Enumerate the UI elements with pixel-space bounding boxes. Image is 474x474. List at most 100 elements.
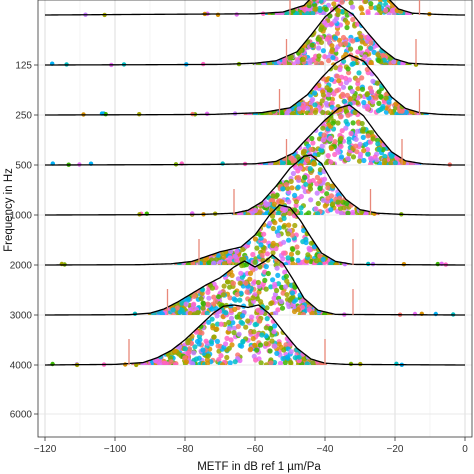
data-point xyxy=(185,340,191,346)
data-point xyxy=(271,295,277,301)
data-point xyxy=(339,74,345,80)
data-point xyxy=(368,130,375,136)
y-tick-label: 500 xyxy=(15,161,32,172)
data-point xyxy=(239,320,246,326)
data-point xyxy=(239,256,245,262)
data-point xyxy=(265,270,271,277)
data-point xyxy=(281,347,287,353)
outlier-point xyxy=(435,261,440,267)
data-point xyxy=(267,325,274,331)
data-point xyxy=(322,203,328,209)
data-point xyxy=(238,211,244,215)
data-point xyxy=(243,324,249,330)
data-point xyxy=(383,62,389,65)
data-point xyxy=(286,303,292,310)
data-point xyxy=(301,174,308,180)
data-point xyxy=(293,199,299,205)
ridge-1000 xyxy=(44,154,465,217)
data-point xyxy=(295,184,301,190)
data-point xyxy=(206,295,212,301)
data-point xyxy=(307,112,314,115)
data-point xyxy=(351,93,358,100)
data-point xyxy=(364,106,370,112)
data-point xyxy=(350,211,356,215)
data-point xyxy=(237,280,243,286)
data-point xyxy=(286,61,292,65)
data-point xyxy=(358,151,364,157)
data-point xyxy=(383,7,389,13)
data-point xyxy=(364,91,370,98)
data-point xyxy=(333,0,339,2)
data-point xyxy=(368,1,374,7)
data-point xyxy=(221,261,228,265)
data-point xyxy=(361,157,367,164)
data-point xyxy=(236,331,242,337)
data-point xyxy=(265,201,271,207)
data-point xyxy=(368,40,374,46)
data-point xyxy=(340,91,346,97)
data-point xyxy=(355,86,361,92)
y-tick-label: 3000 xyxy=(10,311,33,322)
data-point xyxy=(311,0,317,2)
data-point xyxy=(382,99,388,105)
data-point xyxy=(211,260,217,265)
data-point xyxy=(339,128,345,134)
data-point xyxy=(237,297,243,303)
outlier-point xyxy=(215,12,221,17)
data-point xyxy=(235,323,241,330)
data-point xyxy=(215,321,221,327)
data-point xyxy=(273,310,279,315)
data-point xyxy=(263,325,269,331)
data-point xyxy=(281,224,287,230)
data-point xyxy=(286,222,292,228)
data-point xyxy=(375,52,381,58)
data-point xyxy=(200,311,206,315)
data-point xyxy=(335,8,342,14)
data-point xyxy=(343,40,349,47)
data-point xyxy=(355,49,361,55)
data-point xyxy=(212,299,218,305)
data-point xyxy=(319,143,325,149)
data-point xyxy=(243,280,249,286)
data-point xyxy=(374,157,380,163)
data-point xyxy=(157,361,163,365)
data-point xyxy=(282,207,289,213)
data-point xyxy=(340,84,347,90)
data-point xyxy=(304,105,311,111)
data-point xyxy=(368,161,374,165)
data-point xyxy=(307,247,313,253)
data-point xyxy=(376,146,382,153)
data-point xyxy=(285,255,291,261)
data-point xyxy=(278,299,284,305)
data-point xyxy=(322,311,328,315)
data-point xyxy=(264,251,270,257)
data-point xyxy=(252,259,258,265)
data-point xyxy=(275,272,281,278)
data-point xyxy=(328,207,334,213)
data-point xyxy=(232,306,238,312)
data-point xyxy=(277,360,284,365)
data-point xyxy=(304,361,310,365)
data-point xyxy=(290,246,296,252)
x-tick-label: −40 xyxy=(317,444,334,455)
data-point xyxy=(282,284,289,290)
data-point xyxy=(336,37,342,43)
data-point xyxy=(275,210,281,215)
density-line-250 xyxy=(45,54,465,116)
data-point xyxy=(287,55,293,61)
data-point xyxy=(281,60,287,65)
data-point xyxy=(423,111,429,115)
data-point xyxy=(270,193,276,199)
data-point xyxy=(249,314,255,320)
data-point xyxy=(274,265,280,271)
data-point xyxy=(310,96,316,103)
data-point xyxy=(272,220,278,226)
data-point xyxy=(295,250,301,256)
data-point xyxy=(209,316,215,322)
data-point xyxy=(313,60,319,65)
data-point xyxy=(280,161,286,165)
data-point xyxy=(310,360,316,365)
data-point xyxy=(265,257,271,263)
data-point xyxy=(344,20,350,26)
data-point xyxy=(227,255,233,261)
